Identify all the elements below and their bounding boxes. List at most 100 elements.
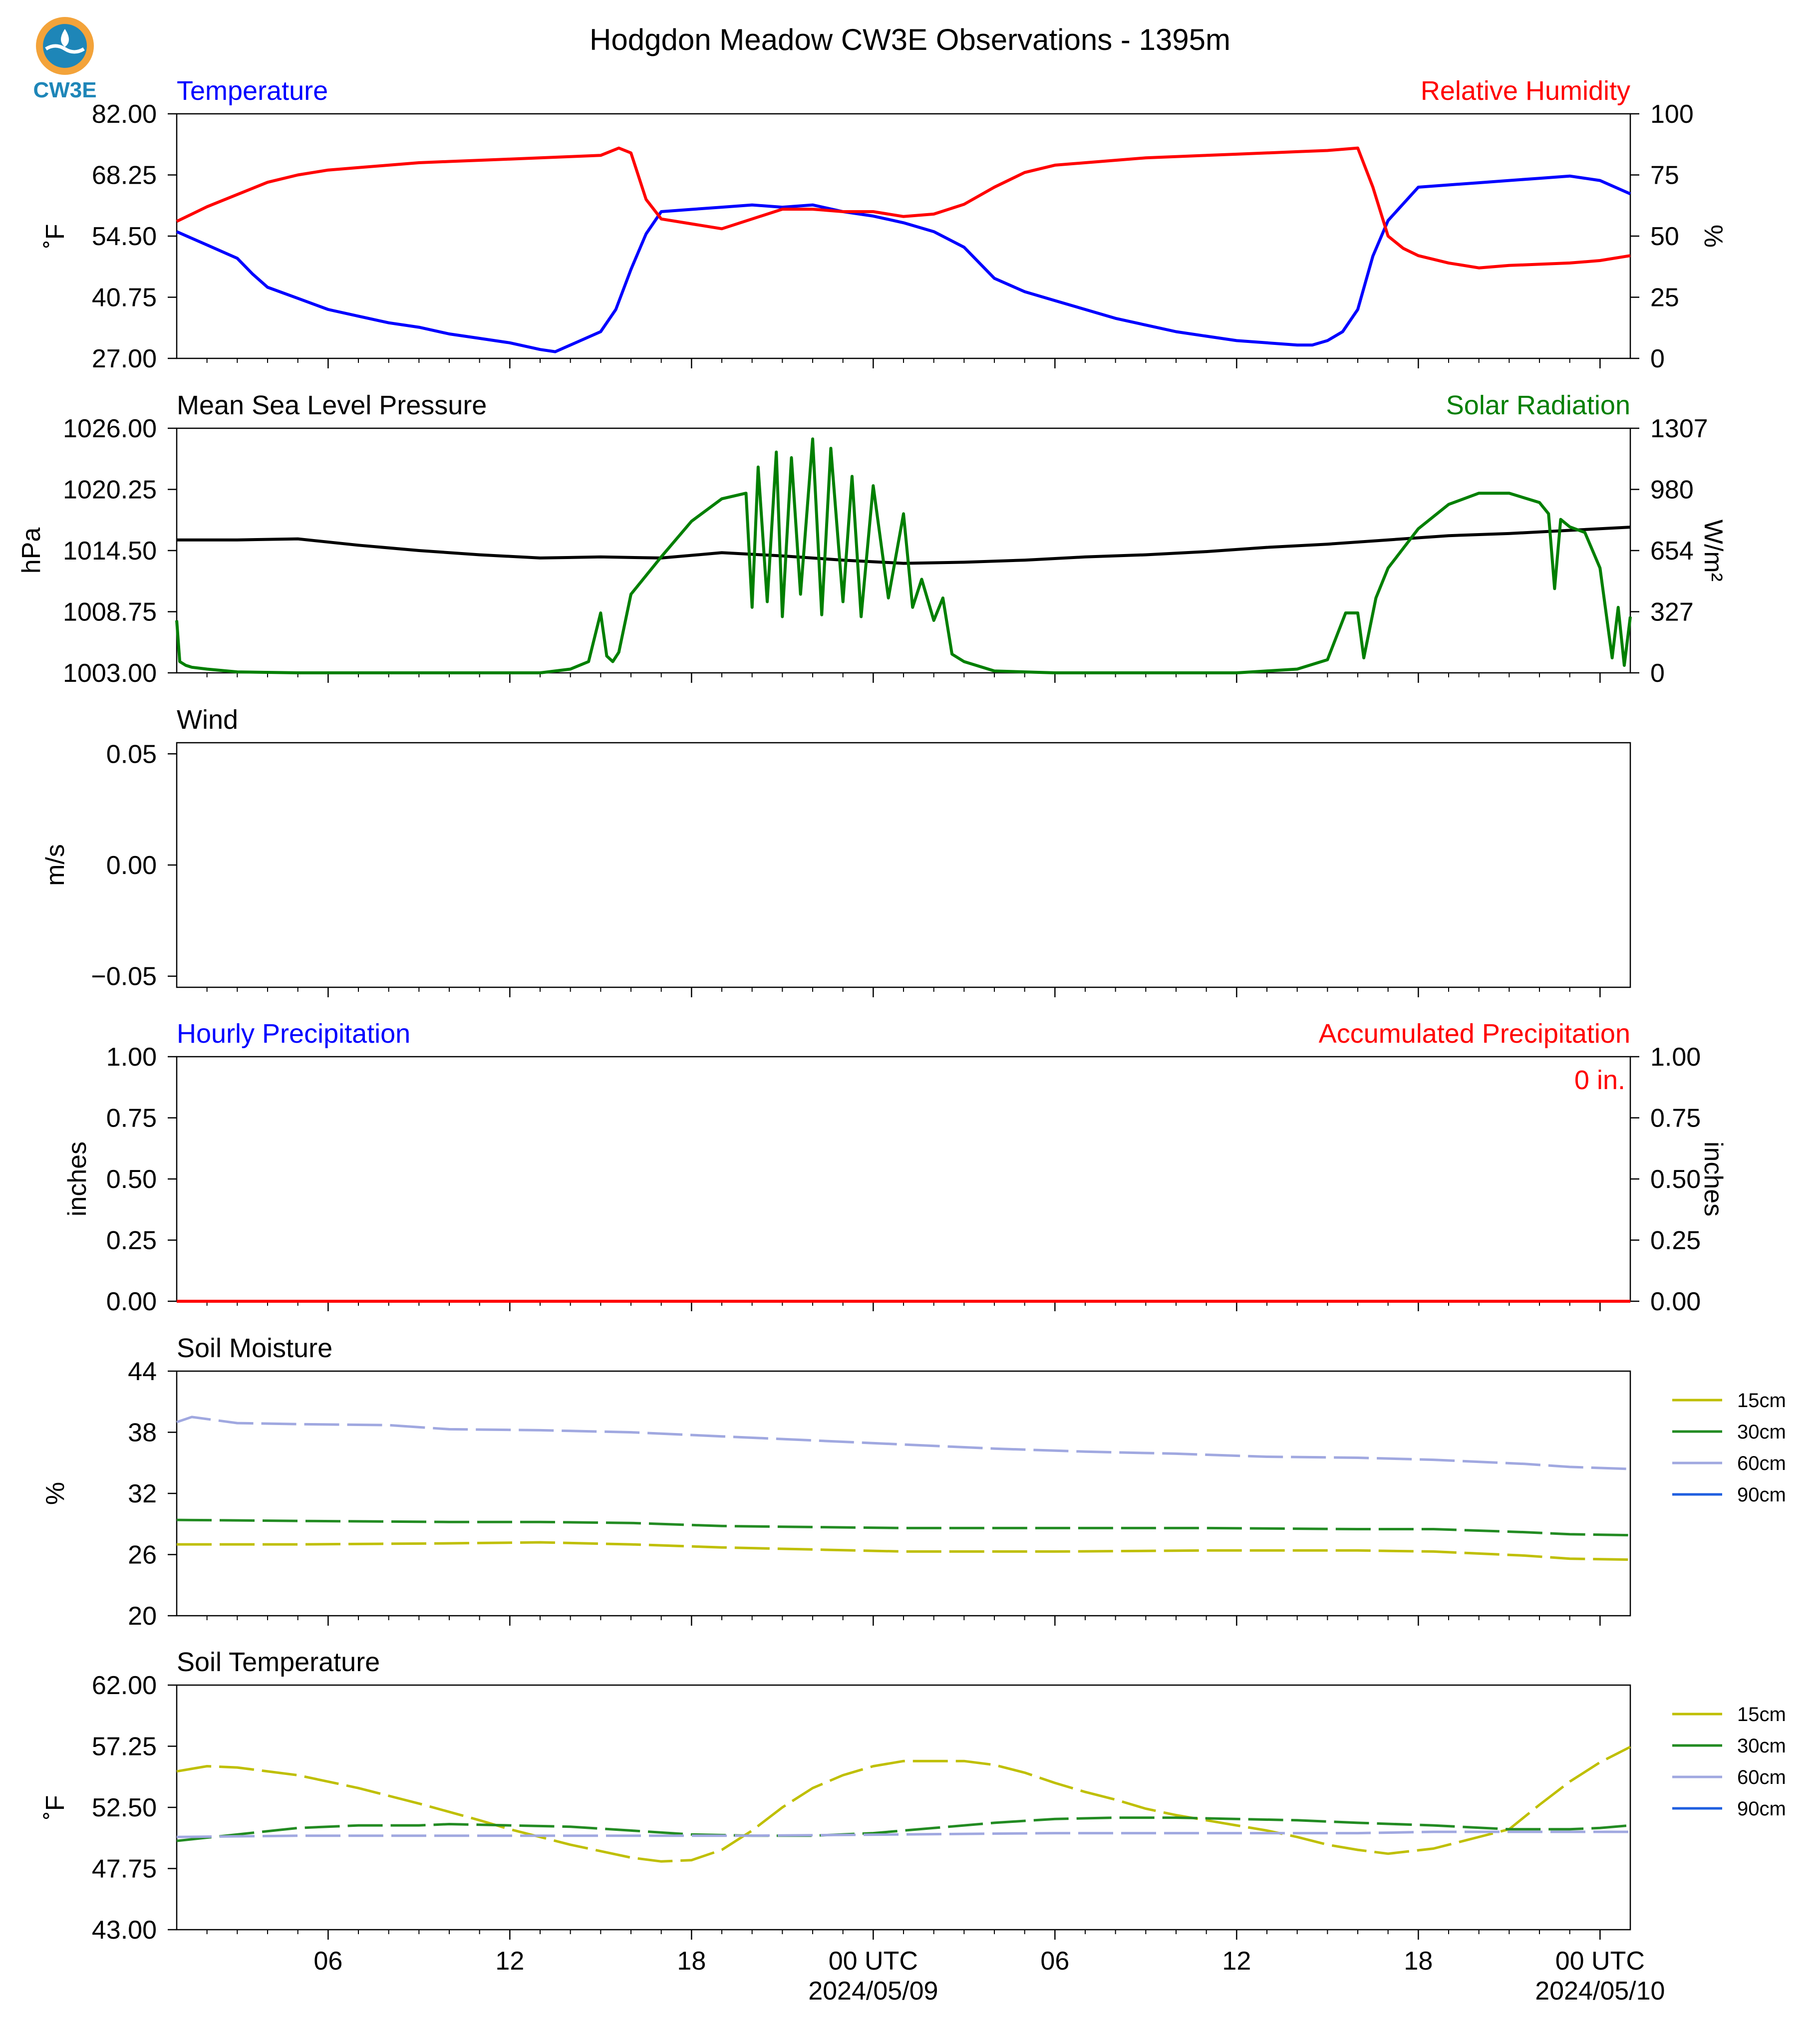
panel-title-right: Accumulated Precipitation: [1319, 1019, 1630, 1049]
legend-label: 15cm: [1737, 1390, 1786, 1412]
x-tick-label: 18: [677, 1947, 706, 1976]
y-right-label: %: [1699, 225, 1728, 248]
plot-frame: [176, 427, 1631, 674]
y-right-tick-label: 0.00: [1650, 1287, 1701, 1316]
panel-title-left: Soil Temperature: [177, 1647, 380, 1677]
legend-label: 60cm: [1737, 1452, 1786, 1474]
y-left-tick-label: 32: [128, 1479, 157, 1508]
panel-title-left: Soil Moisture: [177, 1333, 332, 1363]
panel-title-right: Relative Humidity: [1421, 76, 1630, 106]
series-line-60cm: [176, 1416, 1631, 1470]
y-left-tick-label: 40.75: [92, 284, 157, 312]
y-right-tick-label: 1307: [1650, 414, 1708, 443]
figure-title: Hodgdon Meadow CW3E Observations - 1395m: [590, 23, 1230, 56]
y-left-tick-label: 1014.50: [63, 537, 157, 566]
y-right-tick-label: 654: [1650, 537, 1694, 566]
panel-1: 27.00 40.75 54.50 68.25 82.00 0 25 50 75 100 Tempe…: [41, 76, 1728, 373]
panel-5: 20 26 32 38 44 Soil Moisture% 15cm 30cm 60cm 90cm: [41, 1333, 1786, 1631]
y-left-tick-label: 82.00: [92, 100, 157, 129]
y-right-label: W/m²: [1699, 520, 1728, 581]
logo-drop-icon: [61, 29, 69, 47]
x-tick-label: 12: [495, 1947, 524, 1976]
y-left-tick-label: 1003.00: [63, 659, 157, 688]
y-left-tick-label: 44: [128, 1357, 157, 1386]
panels: 27.00 40.75 54.50 68.25 82.00 0 25 50 75 100 Tempe…: [17, 76, 1786, 2006]
panel-4: 0.00 0.25 0.50 0.75 1.00 0.00 0.25 0.50 0.75 1.00…: [63, 1019, 1728, 1316]
y-right-tick-label: 75: [1650, 161, 1679, 190]
x-tick-label: 00 UTC: [829, 1947, 918, 1976]
y-right-tick-label: 100: [1650, 100, 1694, 129]
series-line-solar-radiation: [175, 437, 1632, 674]
y-left-label: %: [41, 1482, 70, 1505]
y-left-label: m/s: [41, 844, 70, 886]
y-left-tick-label: 0.75: [106, 1104, 157, 1133]
y-left-tick-label: 26: [128, 1541, 157, 1570]
plot-frame: [176, 1684, 1631, 1931]
y-left-label: inches: [63, 1142, 92, 1216]
x-tick-label: 12: [1222, 1947, 1251, 1976]
plot-frame: [176, 742, 1631, 988]
y-left-tick-label: 1020.25: [63, 476, 157, 505]
y-left-label: ˚F: [41, 224, 70, 248]
x-date-label: 2024/05/09: [808, 1977, 938, 2006]
cw3e-logo: CW3E: [33, 17, 97, 102]
y-right-tick-label: 980: [1650, 476, 1694, 505]
panel-3: −0.05 0.00 0.05 Wind m/s: [41, 705, 1631, 997]
y-left-tick-label: 1.00: [106, 1043, 157, 1072]
y-right-tick-label: 50: [1650, 222, 1679, 251]
panel-2: 1003.00 1008.75 1014.50 1020.25 1026.00 0 327 6…: [17, 390, 1728, 688]
logo-text: CW3E: [33, 78, 96, 102]
legend-label: 30cm: [1737, 1735, 1786, 1757]
x-tick-label: 06: [313, 1947, 342, 1976]
plot-frame: [176, 1056, 1631, 1302]
y-left-tick-label: 1008.75: [63, 598, 157, 627]
panel-title-left: Wind: [177, 705, 238, 735]
y-left-label: ˚F: [41, 1795, 70, 1819]
legend-label: 15cm: [1737, 1704, 1786, 1726]
y-right-tick-label: 327: [1650, 598, 1694, 627]
y-right-tick-label: 0: [1650, 659, 1665, 688]
y-right-tick-label: 0.25: [1650, 1226, 1701, 1255]
panel-title-left: Temperature: [177, 76, 328, 106]
y-left-tick-label: 27.00: [92, 344, 157, 373]
x-tick-label: 00 UTC: [1555, 1947, 1645, 1976]
y-left-tick-label: 47.75: [92, 1855, 157, 1884]
y-right-tick-label: 0: [1650, 344, 1665, 373]
panel-title-right: Solar Radiation: [1446, 390, 1630, 420]
y-left-tick-label: 0.00: [106, 1287, 157, 1316]
y-left-tick-label: 0.05: [106, 740, 157, 769]
y-left-label: hPa: [17, 528, 46, 574]
y-left-tick-label: 62.00: [92, 1671, 157, 1700]
panel-title-left: Hourly Precipitation: [177, 1019, 410, 1049]
y-left-tick-label: 54.50: [92, 222, 157, 251]
y-left-tick-label: 38: [128, 1419, 157, 1448]
series-line-mean-sea-level-pressure: [177, 526, 1631, 565]
panel-6: 43.00 47.75 52.50 57.25 62.00 Soil Temperatur…: [41, 1647, 1786, 1945]
x-tick-label: 06: [1040, 1947, 1069, 1976]
x-date-label: 2024/05/10: [1535, 1977, 1665, 2006]
y-left-tick-label: 0.25: [106, 1226, 157, 1255]
legend-label: 60cm: [1737, 1766, 1786, 1788]
series-line-relative-humidity: [176, 146, 1631, 270]
y-left-tick-label: 1026.00: [63, 414, 157, 443]
y-left-tick-label: 20: [128, 1602, 157, 1631]
legend-label: 30cm: [1737, 1421, 1786, 1443]
series-line-30cm: [176, 1518, 1631, 1537]
series-line-30cm: [176, 1816, 1631, 1842]
y-left-tick-label: 52.50: [92, 1793, 157, 1822]
panel-title-left: Mean Sea Level Pressure: [177, 390, 487, 420]
y-left-tick-label: 0.50: [106, 1165, 157, 1194]
legend-label: 90cm: [1737, 1798, 1786, 1820]
plot-frame: [176, 113, 1631, 359]
y-left-tick-label: −0.05: [91, 962, 157, 991]
series-line-60cm: [176, 1830, 1630, 1838]
y-right-tick-label: 25: [1650, 284, 1679, 312]
y-left-tick-label: 43.00: [92, 1916, 157, 1945]
y-right-tick-label: 0.50: [1650, 1165, 1701, 1194]
logo-wave-icon: [45, 44, 85, 54]
y-right-tick-label: 1.00: [1650, 1043, 1701, 1072]
plot-frame: [176, 1370, 1631, 1617]
y-left-tick-label: 57.25: [92, 1733, 157, 1761]
y-right-label: inches: [1699, 1142, 1728, 1216]
